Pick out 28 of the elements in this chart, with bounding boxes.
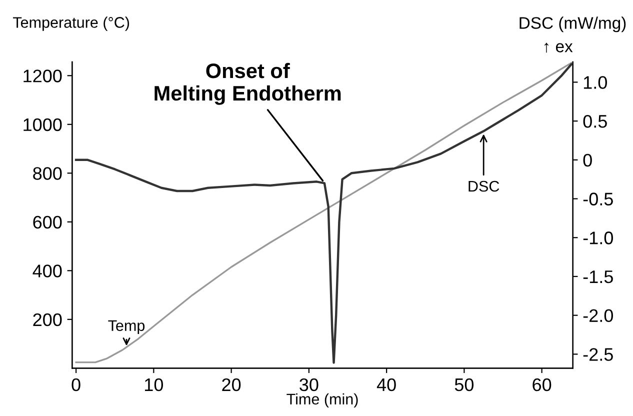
x-tick-label: 30 (300, 378, 318, 392)
annotation: Temp (108, 320, 145, 334)
y2-tick-label: 0 (583, 154, 592, 167)
y2-tick-label: -2.0 (583, 309, 613, 322)
x-tick-label: 40 (376, 378, 396, 392)
y-tick-label: 200 (33, 313, 62, 326)
x-tick-label: 50 (454, 378, 474, 392)
x-tick-label: 0 (72, 378, 80, 392)
y-axis-title: Temperature (°C) (13, 16, 130, 31)
y2-tick-label: -2.5 (583, 348, 613, 361)
y-tick-label: 800 (33, 167, 62, 180)
y2-tick-label: 0.5 (583, 114, 607, 128)
y-tick-label: 600 (33, 216, 62, 229)
x-axis-title: Time (min) (286, 393, 358, 408)
x-tick-label: 20 (222, 378, 241, 392)
y-tick-label: 1200 (24, 70, 62, 82)
y2-tick-label: -1.5 (583, 270, 613, 284)
annotation: DSC (468, 180, 500, 192)
y-tick-label: 400 (32, 264, 62, 278)
text: ↑ ex (544, 42, 573, 53)
y2-tick-label: -0.5 (583, 192, 613, 206)
y2-axis-title: DSC (mW/mg) (520, 16, 626, 32)
y-tick-label: 1000 (24, 118, 62, 132)
x-tick-label: 60 (532, 378, 552, 392)
x-tick-label: 10 (145, 378, 164, 392)
y2-tick-label: 1.0 (584, 76, 607, 89)
y2-tick-label: -1.0 (583, 232, 613, 244)
annotation: Onset of Melting Endotherm (154, 62, 341, 105)
